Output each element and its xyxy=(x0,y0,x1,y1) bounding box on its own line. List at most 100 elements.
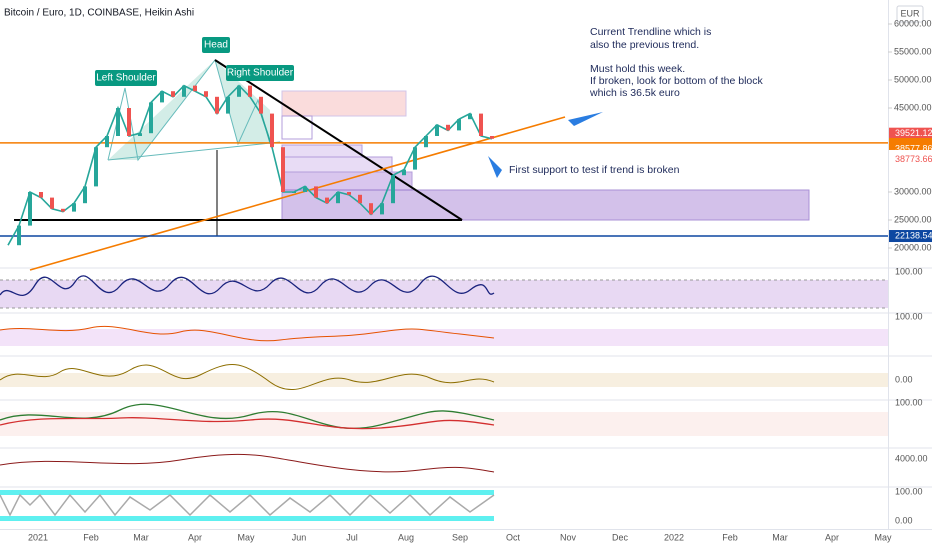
price-tag-label: 38773.66 xyxy=(895,154,932,164)
note-line: which is 36.5k euro xyxy=(589,87,680,99)
y-tick-label: 30000.00 xyxy=(894,186,932,196)
panel-label: 100.00 xyxy=(895,397,923,407)
trendline-down xyxy=(214,59,463,221)
candle xyxy=(424,136,428,148)
neckline xyxy=(107,141,281,161)
price-line xyxy=(7,84,493,246)
arrow xyxy=(488,156,502,178)
candle xyxy=(50,197,54,209)
price-tag xyxy=(889,230,932,243)
left-shoulder-label: Left Shoulder xyxy=(96,73,156,84)
x-tick-label: Feb xyxy=(722,532,738,542)
x-tick-label: Oct xyxy=(506,532,521,542)
candle xyxy=(83,186,87,204)
panel-label: 100.00 xyxy=(895,311,923,321)
note-line: Must hold this week. xyxy=(590,63,685,75)
panel-label: 100.00 xyxy=(895,486,923,496)
x-tick-label: Mar xyxy=(133,532,149,542)
candle xyxy=(105,136,109,148)
price-tag-label: 39521.12 xyxy=(895,128,932,138)
label-bg xyxy=(202,37,230,53)
candle xyxy=(413,147,417,170)
axis-border xyxy=(0,529,932,530)
support-note: First support to test if trend is broken xyxy=(509,164,680,176)
currency: EUR xyxy=(900,8,920,18)
candle xyxy=(490,136,494,139)
x-tick-label: May xyxy=(237,532,255,542)
candle xyxy=(160,91,164,103)
candle xyxy=(325,197,329,204)
y-tick-label: 20000.00 xyxy=(894,242,932,252)
candle xyxy=(358,194,362,204)
candle xyxy=(61,208,65,212)
arrow xyxy=(568,112,603,126)
candle xyxy=(248,85,252,97)
x-tick-label: Jun xyxy=(292,532,307,542)
candle xyxy=(215,96,219,114)
candle xyxy=(391,175,395,204)
x-tick-label: Dec xyxy=(612,532,629,542)
price-tag-label: 38577.86 xyxy=(895,143,932,153)
x-tick-label: Aug xyxy=(398,532,414,542)
label-bg xyxy=(226,65,294,81)
axis-border xyxy=(888,0,889,530)
candle xyxy=(127,108,131,136)
note-line: also the previous trend. xyxy=(590,39,699,51)
candle xyxy=(116,108,120,136)
zone xyxy=(281,115,313,140)
y-tick-label: 25000.00 xyxy=(894,214,932,224)
candle xyxy=(402,169,406,176)
y-tick-label: 55000.00 xyxy=(894,46,932,56)
x-tick-label: Apr xyxy=(825,532,839,542)
candle xyxy=(39,192,43,198)
price-tag xyxy=(889,137,932,150)
panel-label: 0.00 xyxy=(895,515,913,525)
zone xyxy=(281,90,407,117)
panel-separators xyxy=(0,267,932,488)
candle xyxy=(72,203,76,212)
candle xyxy=(446,124,450,131)
panel-label: 0.00 xyxy=(895,374,913,384)
candle xyxy=(270,113,274,148)
candle xyxy=(281,147,285,192)
x-tick-label: 2021 xyxy=(28,532,48,542)
x-tick-label: 2022 xyxy=(664,532,684,542)
label-bg xyxy=(95,70,157,86)
x-tick-label: Mar xyxy=(772,532,788,542)
candle xyxy=(94,147,98,187)
candle xyxy=(182,85,186,97)
x-tick-label: Apr xyxy=(188,532,202,542)
candle xyxy=(479,113,483,136)
candle xyxy=(237,85,241,97)
chart-title: Bitcoin / Euro, 1D, COINBASE, Heikin Ash… xyxy=(4,8,194,19)
y-tick-label: 45000.00 xyxy=(894,102,932,112)
candle xyxy=(28,192,32,226)
x-tick-label: Jul xyxy=(346,532,358,542)
candle xyxy=(369,203,373,215)
price-tag-label: 22138.54 xyxy=(895,230,932,240)
candle xyxy=(204,91,208,97)
candle xyxy=(468,113,472,120)
candle xyxy=(435,124,439,136)
candle xyxy=(138,133,142,136)
candle xyxy=(314,186,318,198)
hs-fill xyxy=(108,60,270,160)
head-label: Head xyxy=(204,40,228,51)
y-tick-label: 50000.00 xyxy=(894,74,932,84)
candle xyxy=(17,225,21,246)
candle xyxy=(193,85,197,92)
candle xyxy=(259,96,263,114)
x-tick-label: Sep xyxy=(452,532,468,542)
panel-label: 4000.00 xyxy=(895,453,928,463)
candle xyxy=(336,192,340,204)
right-shoulder-label: Right Shoulder xyxy=(227,68,294,79)
note-line: Current Trendline which is xyxy=(590,26,711,38)
panel-label: 100.00 xyxy=(895,266,923,276)
y-tick-label: 60000.00 xyxy=(894,18,932,28)
candle xyxy=(149,102,153,134)
candle xyxy=(347,192,351,195)
candle xyxy=(303,186,307,192)
note-line: If broken, look for bottom of the block xyxy=(590,75,764,87)
indicators xyxy=(0,275,888,521)
